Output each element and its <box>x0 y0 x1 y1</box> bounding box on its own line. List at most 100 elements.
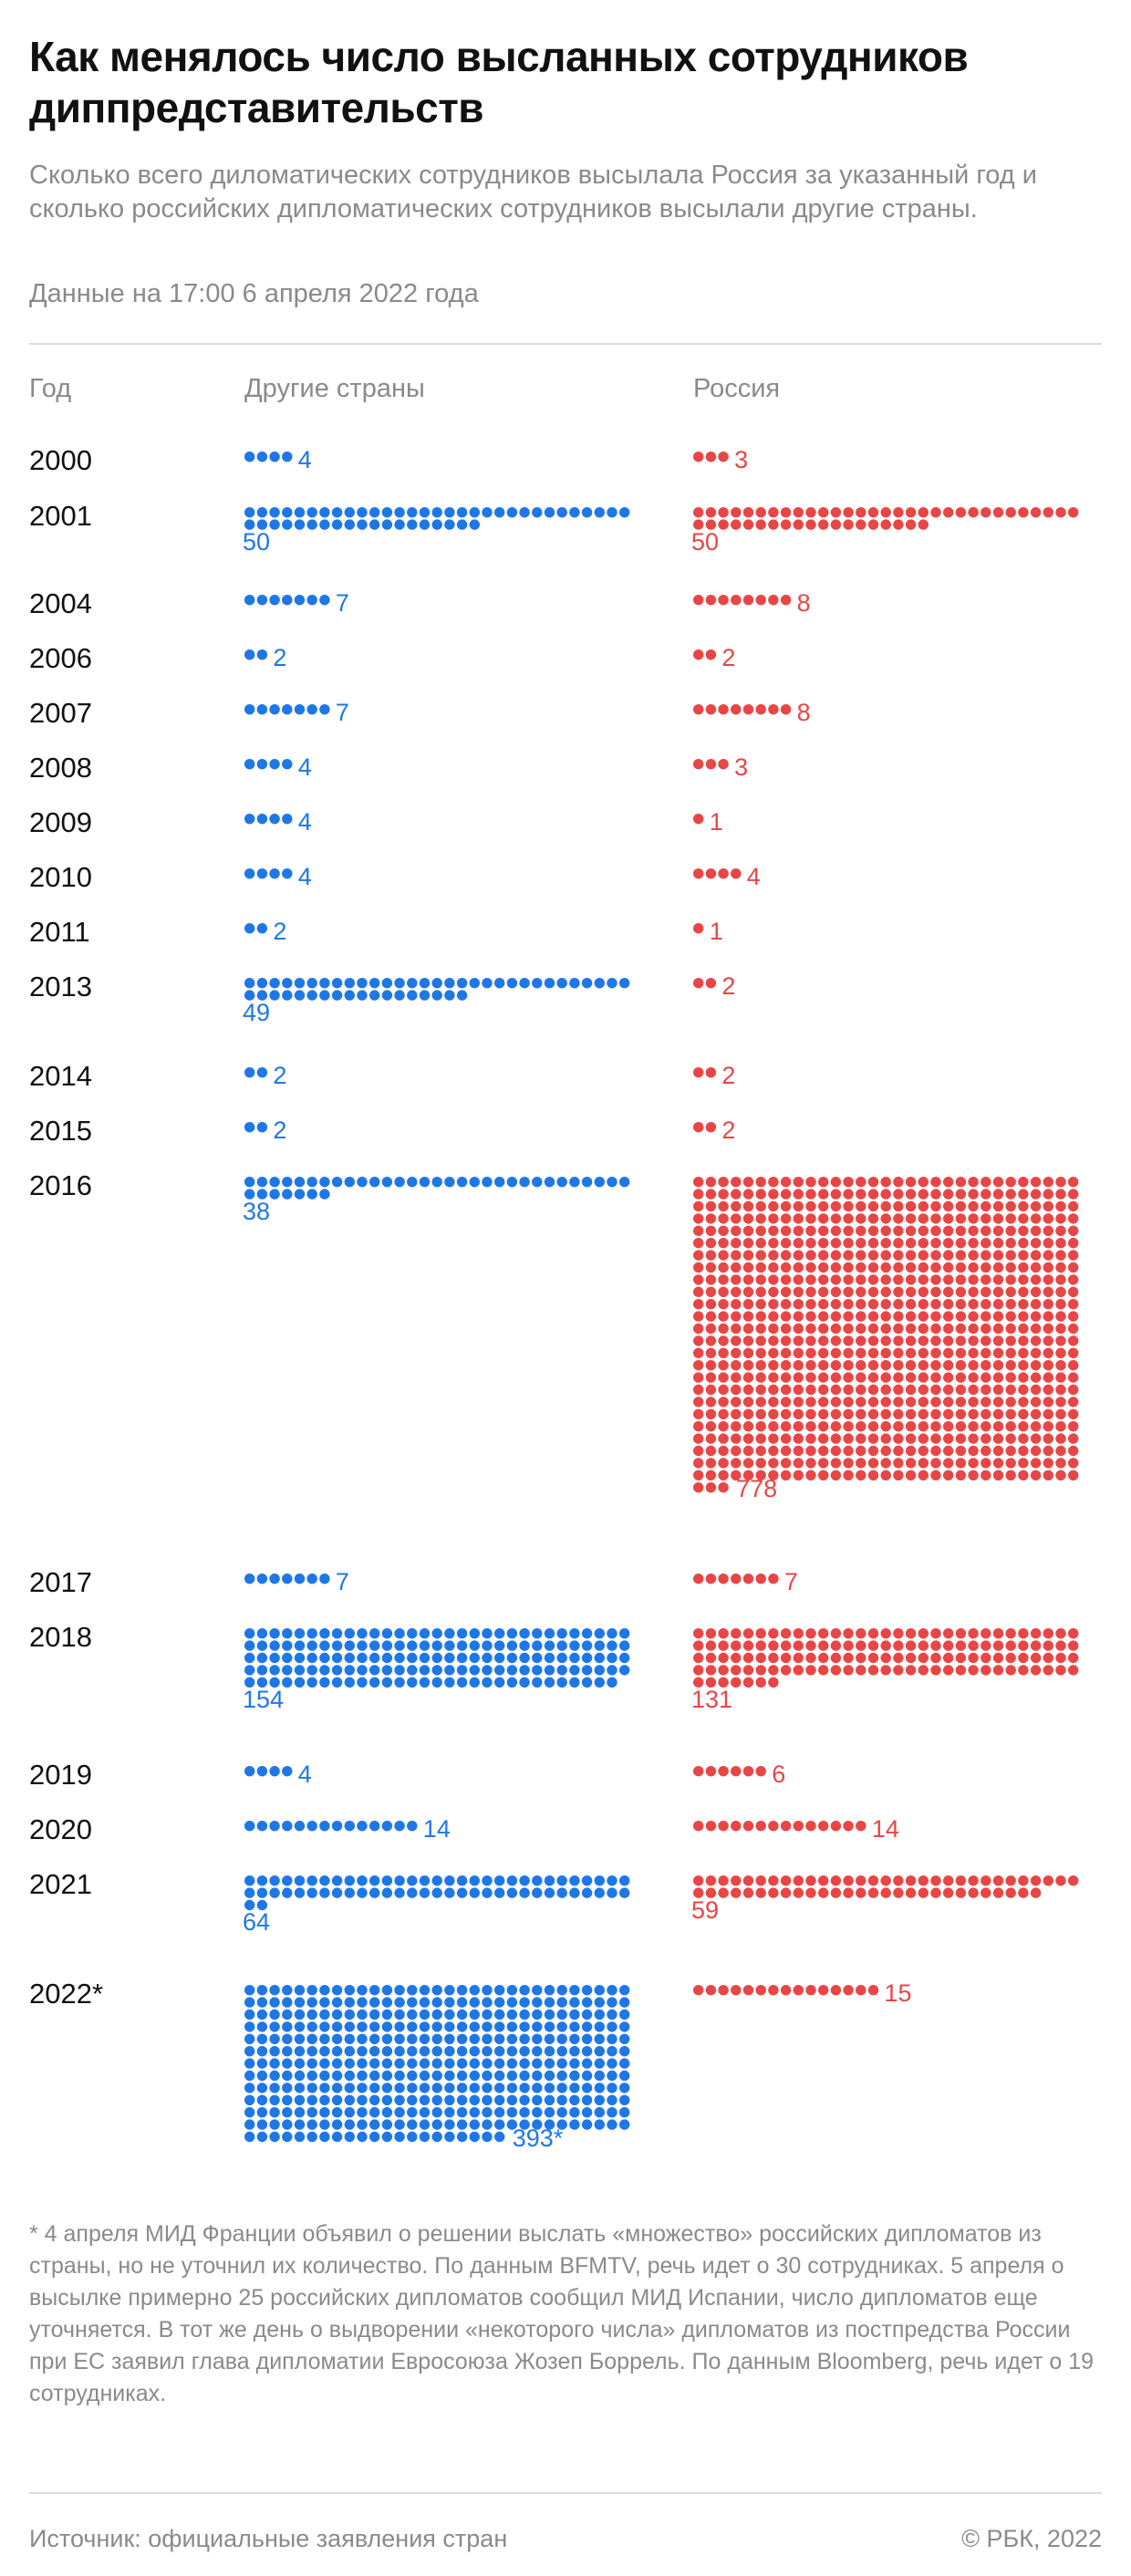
person-dot <box>306 1997 317 2008</box>
person-dot <box>981 1384 991 1396</box>
person-dot <box>856 1985 866 1996</box>
person-dot <box>742 1177 754 1188</box>
person-dot <box>880 1299 891 1310</box>
person-dot <box>494 1985 505 1996</box>
person-dot <box>1068 1372 1079 1383</box>
person-dot <box>556 2021 567 2032</box>
person-dot <box>1055 1299 1066 1310</box>
person-dot <box>818 1821 829 1832</box>
person-dot <box>818 507 829 518</box>
person-dot <box>357 1887 368 1898</box>
person-dot <box>1068 1189 1079 1200</box>
person-dot <box>856 1360 866 1371</box>
person-dot <box>768 1421 779 1432</box>
person-dot <box>1068 1628 1079 1639</box>
person-dot <box>718 1821 729 1832</box>
person-dot <box>594 2033 605 2044</box>
person-dot <box>843 1652 854 1664</box>
person-dot <box>269 1574 280 1584</box>
person-dot <box>544 2058 555 2069</box>
person-dot <box>705 1372 717 1383</box>
person-dot <box>1068 1421 1079 1432</box>
person-dot <box>867 1347 879 1358</box>
person-dot <box>456 990 468 1001</box>
bottom-divider <box>29 2492 1102 2494</box>
person-dot <box>693 1875 704 1886</box>
person-dot <box>705 1200 717 1212</box>
person-dot <box>755 1574 766 1584</box>
person-dot <box>1018 1433 1029 1444</box>
person-dot <box>780 1189 792 1200</box>
person-dot <box>755 1458 766 1469</box>
person-dot <box>494 2119 505 2130</box>
person-dot <box>768 1372 779 1383</box>
person-dot <box>1055 1458 1066 1469</box>
person-dot <box>705 1433 717 1444</box>
person-dot <box>619 1652 630 1664</box>
year-label: 2014 <box>29 1060 92 1092</box>
person-dot <box>1018 1887 1029 1898</box>
person-dot <box>1043 1213 1053 1224</box>
person-dot <box>431 2119 442 2130</box>
person-dot <box>244 1875 255 1886</box>
person-dot <box>818 1177 829 1188</box>
person-dot <box>905 1408 917 1419</box>
person-dot <box>856 1821 866 1832</box>
person-dot <box>282 1985 293 1996</box>
person-dot <box>755 1640 766 1651</box>
year-label: 2006 <box>29 642 92 674</box>
data-date-note: Данные на 17:00 6 апреля 2022 года <box>29 279 479 308</box>
person-dot <box>880 1262 891 1273</box>
person-dot <box>793 1200 804 1212</box>
person-dot <box>905 1213 917 1224</box>
person-dot <box>693 1677 704 1688</box>
person-dot <box>482 978 493 989</box>
person-dot <box>930 1887 941 1898</box>
person-dot <box>1068 1470 1079 1480</box>
person-dot <box>256 1887 268 1898</box>
person-dot <box>369 1875 380 1886</box>
person-dot <box>306 1574 317 1584</box>
person-dot <box>843 1433 854 1444</box>
person-dot <box>594 1677 605 1688</box>
person-dot <box>981 1628 991 1639</box>
person-dot <box>1068 1875 1079 1886</box>
person-dot <box>705 1875 717 1886</box>
person-dot <box>793 1347 804 1358</box>
person-dot <box>369 2083 380 2093</box>
person-dot <box>780 1887 792 1898</box>
person-dot <box>469 2107 480 2118</box>
count-label: 393* <box>512 2124 564 2152</box>
person-dot <box>381 1628 393 1639</box>
person-dot <box>731 1250 742 1261</box>
person-dot <box>830 1213 842 1224</box>
person-dot <box>544 2070 555 2082</box>
person-dot <box>444 2119 455 2130</box>
person-dot <box>607 2046 617 2057</box>
person-dot <box>319 595 330 606</box>
person-dot <box>856 519 866 530</box>
person-dot <box>867 1640 879 1651</box>
person-dot <box>705 1665 717 1676</box>
person-dot <box>693 1250 704 1261</box>
person-dot <box>244 2083 255 2093</box>
person-dot <box>256 2021 268 2032</box>
person-dot <box>344 2033 355 2044</box>
person-dot <box>607 2070 617 2082</box>
person-dot <box>805 1628 816 1639</box>
person-dot <box>742 1875 754 1886</box>
person-dot <box>992 1238 1004 1249</box>
person-dot <box>943 1445 954 1457</box>
person-dot <box>955 1177 967 1188</box>
person-dot <box>619 2058 630 2069</box>
person-dot <box>805 1433 816 1444</box>
person-dot <box>731 1286 742 1297</box>
person-dot <box>930 1250 941 1261</box>
person-dot <box>780 1821 792 1832</box>
person-dot <box>943 507 954 518</box>
person-dot <box>705 1360 717 1371</box>
person-dot <box>331 1997 343 2008</box>
person-dot <box>294 2131 306 2143</box>
person-dot <box>780 507 792 518</box>
person-dot <box>918 1372 929 1383</box>
